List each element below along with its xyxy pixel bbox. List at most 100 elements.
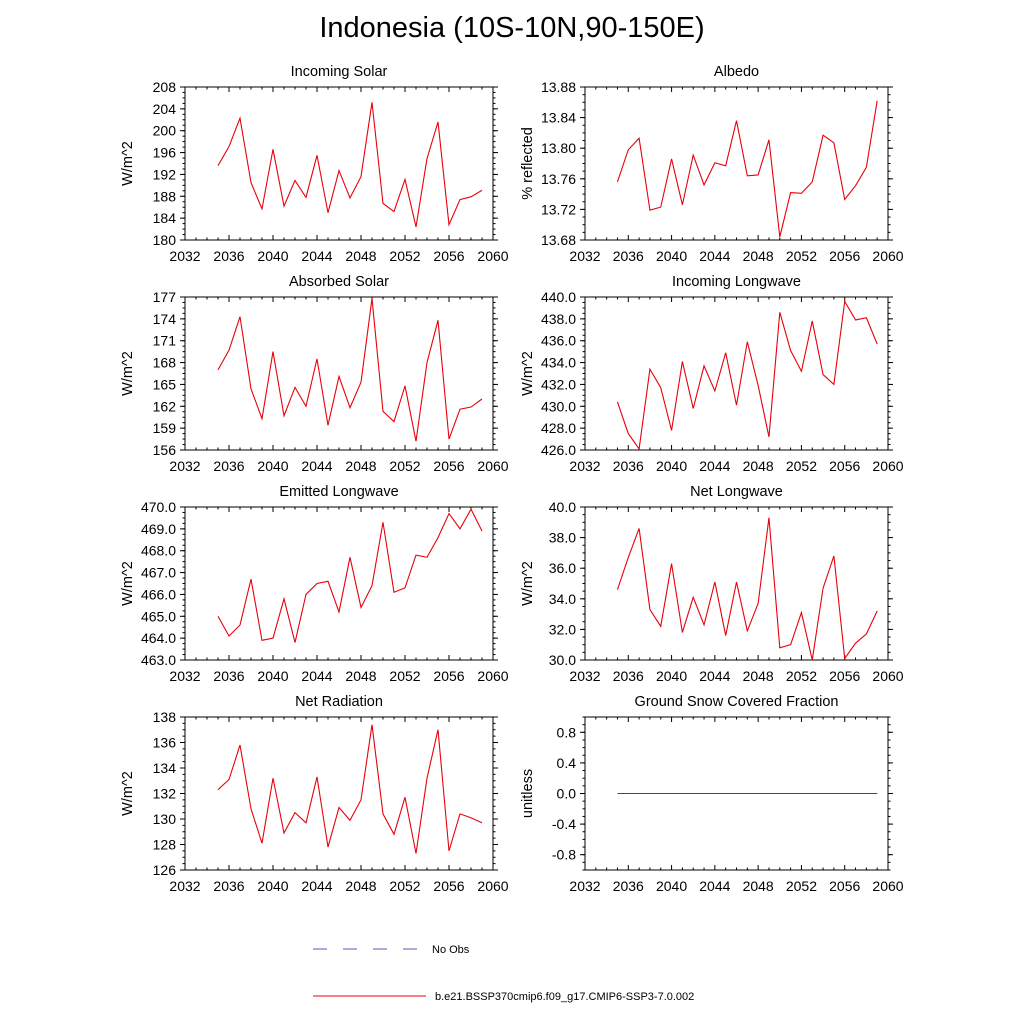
- x-tick-label: 2032: [569, 878, 600, 894]
- x-tick-label: 2040: [257, 458, 288, 474]
- y-tick-label: 204: [153, 101, 177, 117]
- x-tick-label: 2040: [656, 248, 687, 264]
- plot-frame: [184, 716, 494, 871]
- y-tick-label: 156: [153, 442, 177, 458]
- y-tick-label: 438.0: [541, 311, 576, 327]
- y-tick-label: 159: [153, 420, 177, 436]
- x-tick-label: 2056: [433, 878, 464, 894]
- y-tick-label: 428.0: [541, 420, 576, 436]
- y-tick-label: 0.8: [557, 724, 577, 740]
- panel-title: Absorbed Solar: [289, 274, 389, 290]
- y-tick-label: 192: [153, 166, 177, 182]
- y-tick-label: 171: [153, 333, 177, 349]
- y-tick-label: 34.0: [549, 591, 576, 607]
- y-tick-label: 174: [153, 311, 177, 327]
- x-tick-label: 2060: [477, 458, 508, 474]
- x-tick-label: 2044: [699, 458, 730, 474]
- series-line: [217, 508, 483, 643]
- y-tick-label: 469.0: [141, 521, 176, 537]
- x-tick-label: 2056: [829, 248, 860, 264]
- y-tick-label: -0.8: [552, 847, 576, 863]
- y-tick-label: 468.0: [141, 543, 176, 559]
- y-tick-label: 32.0: [549, 621, 576, 637]
- plot-frame: [184, 506, 494, 661]
- y-tick-label: 180: [153, 232, 177, 248]
- x-tick-label: 2060: [872, 668, 903, 684]
- x-tick-label: 2048: [743, 458, 774, 474]
- chart-panel: Albedo % reflected 2032 2036 2040 2044 2048 205…: [520, 64, 904, 264]
- legend-label: No Obs: [432, 944, 470, 956]
- x-tick-label: 2032: [169, 458, 200, 474]
- y-axis-label: W/m^2: [520, 351, 536, 396]
- x-tick-label: 2060: [872, 458, 903, 474]
- panel-title: Incoming Solar: [291, 64, 388, 80]
- y-tick-label: 132: [153, 786, 177, 802]
- x-tick-label: 2036: [613, 248, 644, 264]
- y-tick-label: 467.0: [141, 565, 176, 581]
- y-tick-label: 126: [153, 862, 177, 878]
- x-tick-label: 2036: [213, 248, 244, 264]
- panel-title: Emitted Longwave: [279, 484, 398, 500]
- y-tick-label: 432.0: [541, 376, 576, 392]
- legend-label: b.e21.BSSP370cmip6.f09_g17.CMIP6-SSP3-7.…: [435, 991, 694, 1003]
- x-tick-label: 2048: [345, 668, 376, 684]
- x-tick-label: 2056: [433, 668, 464, 684]
- x-tick-label: 2040: [656, 458, 687, 474]
- y-tick-label: 440.0: [541, 289, 576, 305]
- x-tick-label: 2048: [345, 458, 376, 474]
- y-tick-label: 130: [153, 811, 177, 827]
- y-tick-label: -0.4: [552, 816, 576, 832]
- x-tick-label: 2052: [389, 458, 420, 474]
- plot-frame: [184, 86, 494, 241]
- chart-panel: Net Radiation W/m^2 2032 2036 2040 2044 2048 20…: [120, 694, 509, 894]
- x-tick-label: 2044: [699, 248, 730, 264]
- figure-title: Indonesia (10S-10N,90-150E): [319, 12, 705, 44]
- y-tick-label: 426.0: [541, 442, 576, 458]
- series-line: [217, 298, 483, 442]
- x-tick-label: 2044: [301, 248, 332, 264]
- x-tick-label: 2060: [477, 248, 508, 264]
- y-tick-label: 13.80: [541, 140, 576, 156]
- y-tick-label: 436.0: [541, 333, 576, 349]
- x-tick-label: 2056: [829, 458, 860, 474]
- y-tick-label: 463.0: [141, 652, 176, 668]
- series-line: [616, 517, 878, 661]
- x-tick-label: 2052: [786, 458, 817, 474]
- panel-title: Incoming Longwave: [672, 274, 801, 290]
- x-tick-label: 2052: [389, 248, 420, 264]
- y-axis-label: W/m^2: [120, 351, 136, 396]
- x-tick-label: 2056: [829, 668, 860, 684]
- x-tick-label: 2040: [257, 878, 288, 894]
- x-tick-label: 2056: [829, 878, 860, 894]
- series-line: [616, 299, 878, 451]
- chart-panel: Incoming Longwave W/m^2 2032 2036 2040 2044 20…: [520, 274, 904, 474]
- y-tick-label: 13.84: [541, 110, 576, 126]
- y-axis-label: W/m^2: [120, 561, 136, 606]
- series-line: [217, 724, 483, 854]
- x-tick-label: 2056: [433, 248, 464, 264]
- y-tick-label: 38.0: [549, 530, 576, 546]
- y-axis-label: unitless: [520, 769, 536, 818]
- x-tick-label: 2044: [301, 878, 332, 894]
- x-tick-label: 2060: [477, 668, 508, 684]
- x-tick-label: 2044: [301, 458, 332, 474]
- y-axis-label: W/m^2: [120, 141, 136, 186]
- y-axis-label: W/m^2: [120, 771, 136, 816]
- plot-frame: [584, 86, 889, 241]
- y-tick-label: 208: [153, 79, 177, 95]
- x-tick-label: 2032: [169, 248, 200, 264]
- y-tick-label: 0.4: [557, 755, 577, 771]
- panel-title: Net Longwave: [690, 484, 783, 500]
- y-tick-label: 184: [153, 210, 177, 226]
- x-tick-label: 2036: [213, 878, 244, 894]
- x-tick-label: 2032: [569, 248, 600, 264]
- panel-title: Albedo: [714, 64, 759, 80]
- y-tick-label: 0.0: [557, 786, 577, 802]
- x-tick-label: 2060: [872, 878, 903, 894]
- y-tick-label: 128: [153, 837, 177, 853]
- x-tick-label: 2040: [257, 248, 288, 264]
- x-tick-label: 2032: [569, 458, 600, 474]
- y-axis-label: W/m^2: [520, 561, 536, 606]
- y-tick-label: 188: [153, 188, 177, 204]
